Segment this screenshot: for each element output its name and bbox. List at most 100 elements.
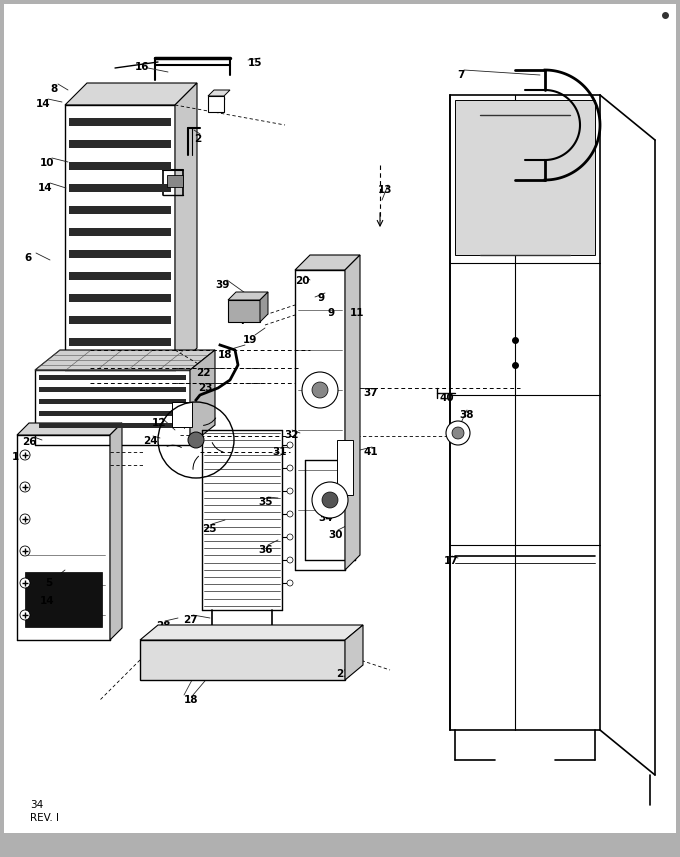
Text: 15: 15 [248, 58, 262, 68]
Text: 34: 34 [318, 513, 333, 523]
Polygon shape [140, 625, 363, 640]
Circle shape [287, 557, 293, 563]
Bar [69, 294, 171, 302]
Text: 4: 4 [237, 316, 244, 326]
Polygon shape [295, 255, 360, 270]
Text: 10: 10 [40, 158, 54, 168]
Circle shape [322, 492, 338, 508]
Text: 9: 9 [328, 308, 335, 318]
Circle shape [312, 382, 328, 398]
Bar [140, 640, 345, 680]
Text: 2: 2 [194, 134, 201, 144]
Bar [172, 402, 192, 427]
Circle shape [452, 427, 464, 439]
Circle shape [20, 450, 30, 460]
Bar [39, 423, 186, 428]
Polygon shape [190, 350, 215, 445]
Circle shape [20, 610, 30, 620]
Text: 19: 19 [243, 335, 257, 345]
Circle shape [287, 580, 293, 586]
Bar [69, 118, 171, 126]
Text: 7: 7 [457, 70, 464, 80]
Bar [69, 316, 171, 324]
Text: 14: 14 [36, 99, 50, 109]
Text: 14: 14 [38, 183, 52, 193]
Text: 41: 41 [363, 447, 377, 457]
Circle shape [312, 482, 348, 518]
Text: 3: 3 [217, 99, 224, 109]
Bar [228, 300, 260, 322]
Text: 26: 26 [22, 437, 37, 447]
Polygon shape [35, 350, 215, 370]
Text: 24: 24 [143, 436, 158, 446]
Text: 25: 25 [202, 524, 216, 534]
Circle shape [20, 514, 30, 524]
Circle shape [20, 546, 30, 556]
Bar [69, 250, 171, 258]
Circle shape [446, 421, 470, 445]
Text: 13: 13 [378, 185, 392, 195]
Text: 18: 18 [218, 350, 233, 360]
Text: 39: 39 [215, 280, 229, 290]
Bar [69, 184, 171, 192]
Text: 1: 1 [12, 452, 19, 462]
Text: 17: 17 [444, 556, 458, 566]
Text: 14: 14 [228, 298, 243, 308]
Bar [208, 96, 224, 112]
Text: 28: 28 [156, 621, 171, 631]
Circle shape [287, 442, 293, 448]
Text: 34: 34 [30, 800, 44, 810]
Text: 16: 16 [135, 62, 150, 72]
Bar [69, 272, 171, 280]
Bar [167, 175, 183, 187]
Circle shape [20, 482, 30, 492]
Polygon shape [65, 83, 197, 105]
Text: 12: 12 [152, 418, 167, 428]
Bar [337, 440, 353, 495]
Text: 36: 36 [258, 545, 273, 555]
Polygon shape [110, 423, 122, 640]
Text: 33: 33 [322, 490, 337, 500]
Text: 21: 21 [336, 669, 350, 679]
Text: 9: 9 [318, 293, 325, 303]
Text: 6: 6 [24, 253, 31, 263]
Polygon shape [260, 292, 268, 322]
Bar [69, 228, 171, 236]
Text: 5: 5 [45, 578, 52, 588]
Bar [39, 411, 186, 416]
Polygon shape [175, 83, 197, 370]
Text: 23: 23 [198, 383, 212, 393]
Text: 31: 31 [272, 447, 286, 457]
Bar [69, 162, 171, 170]
Circle shape [287, 488, 293, 494]
Polygon shape [208, 90, 230, 96]
Text: REV. I: REV. I [30, 813, 59, 823]
Text: 27: 27 [183, 615, 198, 625]
Bar [69, 140, 171, 148]
Bar [25, 572, 102, 627]
Bar [39, 399, 186, 404]
Bar [69, 206, 171, 214]
Polygon shape [345, 255, 360, 570]
Bar [39, 387, 186, 392]
Polygon shape [228, 292, 268, 300]
Bar [455, 100, 595, 255]
Circle shape [287, 465, 293, 471]
Text: 29: 29 [174, 405, 188, 415]
Circle shape [287, 511, 293, 517]
Circle shape [302, 372, 338, 408]
Polygon shape [17, 423, 122, 435]
Circle shape [20, 578, 30, 588]
Text: 35: 35 [258, 497, 273, 507]
Text: 22: 22 [196, 368, 211, 378]
Text: 20: 20 [295, 276, 309, 286]
Text: 32: 32 [284, 430, 299, 440]
Text: 38: 38 [459, 410, 473, 420]
Polygon shape [345, 625, 363, 680]
Bar [39, 375, 186, 380]
Circle shape [287, 534, 293, 540]
Text: 18: 18 [184, 695, 199, 705]
Circle shape [188, 432, 204, 448]
Bar [69, 338, 171, 346]
Text: 37: 37 [363, 388, 377, 398]
